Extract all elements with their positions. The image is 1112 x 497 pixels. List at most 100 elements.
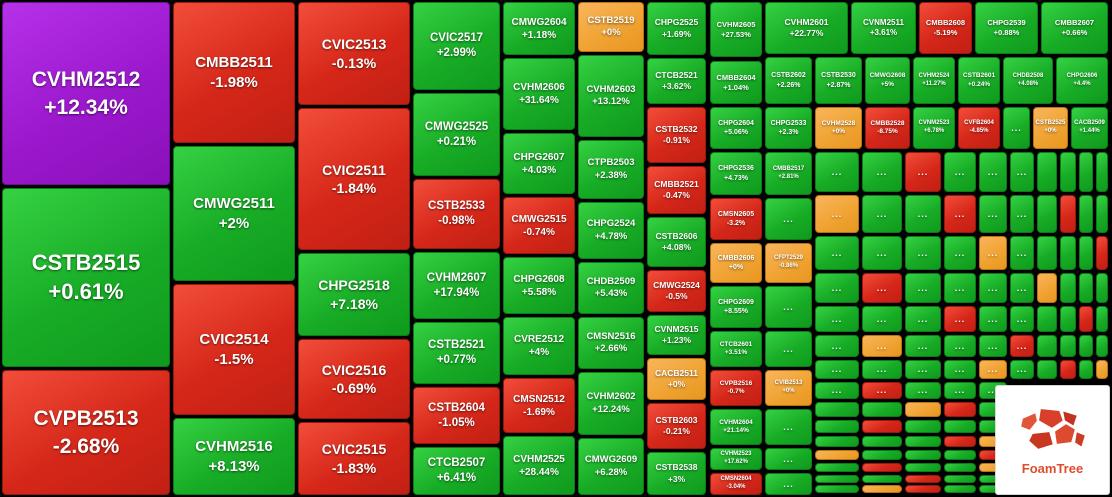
treemap-cell[interactable]: ... <box>944 195 976 233</box>
treemap-cell[interactable] <box>944 402 976 417</box>
treemap-cell[interactable]: CMSN2516 +2.66% <box>578 317 644 369</box>
treemap-cell[interactable]: ... <box>944 273 976 303</box>
treemap-cell[interactable]: CMBB2521 -0.47% <box>647 166 706 214</box>
treemap-cell[interactable]: CVIC2514 -1.5% <box>173 284 295 415</box>
treemap-cell[interactable] <box>1096 306 1108 332</box>
treemap-cell[interactable]: ... <box>765 473 812 495</box>
treemap-cell[interactable]: CTPB2503 +2.38% <box>578 140 644 199</box>
treemap-cell[interactable] <box>944 475 976 483</box>
treemap-cell[interactable]: CMBB2608 -5.19% <box>919 2 972 54</box>
treemap-cell[interactable]: CVHM2602 +12.24% <box>578 372 644 435</box>
treemap-cell[interactable]: CVHM2516 +8.13% <box>173 418 295 495</box>
treemap-cell[interactable]: ... <box>1010 360 1034 379</box>
treemap-cell[interactable]: ... <box>905 273 941 303</box>
treemap-cell[interactable]: CMWG2524 -0.5% <box>647 270 706 312</box>
treemap-cell[interactable] <box>862 463 902 472</box>
treemap-cell[interactable] <box>1037 236 1057 270</box>
treemap-cell[interactable] <box>944 420 976 433</box>
treemap-cell[interactable]: ... <box>944 306 976 332</box>
treemap-cell[interactable] <box>905 450 941 460</box>
treemap-cell[interactable]: CMBB2607 +0.66% <box>1041 2 1108 54</box>
treemap-cell[interactable] <box>1060 335 1076 357</box>
treemap-cell[interactable]: CSTB2533 -0.98% <box>413 179 500 249</box>
treemap-cell[interactable]: ... <box>862 306 902 332</box>
treemap-cell[interactable]: ... <box>765 198 812 240</box>
treemap-cell[interactable] <box>862 402 902 417</box>
treemap-cell[interactable]: ... <box>815 236 859 270</box>
treemap-cell[interactable]: CMWG2609 +6.28% <box>578 438 644 495</box>
treemap-cell[interactable]: CVPB2516 -0.7% <box>710 370 762 406</box>
treemap-cell[interactable]: CVHM2606 +31.64% <box>503 58 575 130</box>
treemap-cell[interactable]: ... <box>862 335 902 357</box>
treemap-cell[interactable] <box>862 450 902 460</box>
treemap-cell[interactable] <box>905 463 941 472</box>
treemap-cell[interactable]: CSTB2521 +0.77% <box>413 322 500 384</box>
treemap-cell[interactable]: CVHM2605 +27.53% <box>710 2 762 57</box>
treemap-cell[interactable] <box>905 402 941 417</box>
treemap-cell[interactable]: CSTB2519 +0% <box>578 2 644 52</box>
treemap-cell[interactable]: ... <box>815 306 859 332</box>
treemap-cell[interactable]: ... <box>1010 236 1034 270</box>
treemap-cell[interactable]: CHPG2604 +5.06% <box>710 107 762 149</box>
treemap-cell[interactable]: CFPT2529 -0.86% <box>765 243 812 283</box>
treemap-cell[interactable]: CVHM2512 +12.34% <box>2 2 170 185</box>
treemap-cell[interactable]: CHPG2525 +1.69% <box>647 2 706 55</box>
treemap-cell[interactable]: CSTB2525 +0% <box>1033 107 1068 149</box>
treemap-cell[interactable]: CVIC2517 +2.99% <box>413 2 500 90</box>
treemap-cell[interactable] <box>905 436 941 447</box>
treemap-cell[interactable]: CVHM2601 +22.77% <box>765 2 848 54</box>
treemap-cell[interactable]: ... <box>905 335 941 357</box>
treemap-cell[interactable]: ... <box>765 448 812 470</box>
treemap-cell[interactable]: CMBB2511 -1.98% <box>173 2 295 143</box>
treemap-cell[interactable] <box>1037 195 1057 233</box>
treemap-cell[interactable]: ... <box>979 195 1007 233</box>
treemap-cell[interactable]: ... <box>815 152 859 192</box>
treemap-cell[interactable] <box>815 463 859 472</box>
treemap-cell[interactable] <box>862 485 902 493</box>
treemap-cell[interactable]: ... <box>862 152 902 192</box>
treemap-cell[interactable]: ... <box>862 273 902 303</box>
treemap-cell[interactable] <box>944 450 976 460</box>
treemap-cell[interactable]: CVPB2513 -2.68% <box>2 370 170 495</box>
treemap-cell[interactable]: ... <box>905 152 941 192</box>
treemap-cell[interactable]: ... <box>944 335 976 357</box>
treemap-cell[interactable] <box>1096 273 1108 303</box>
treemap-cell[interactable] <box>1096 152 1108 192</box>
treemap-cell[interactable] <box>1060 273 1076 303</box>
treemap-cell[interactable] <box>1096 360 1108 379</box>
treemap-cell[interactable]: CVNM2515 +1.23% <box>647 315 706 355</box>
treemap-cell[interactable] <box>815 402 859 417</box>
treemap-cell[interactable]: CVHM2607 +17.94% <box>413 252 500 319</box>
treemap-cell[interactable]: ... <box>905 382 941 399</box>
treemap-cell[interactable] <box>944 485 976 493</box>
treemap-cell[interactable]: ... <box>1003 107 1030 149</box>
treemap-cell[interactable]: CVHM2603 +13.12% <box>578 55 644 137</box>
treemap-cell[interactable]: CHPG2608 +5.58% <box>503 257 575 314</box>
treemap-cell[interactable]: ... <box>905 306 941 332</box>
treemap-cell[interactable] <box>1079 360 1093 379</box>
treemap-cell[interactable] <box>905 475 941 483</box>
treemap-cell[interactable]: ... <box>979 273 1007 303</box>
treemap-cell[interactable]: CMWG2515 -0.74% <box>503 197 575 254</box>
treemap-cell[interactable]: CMWG2511 +2% <box>173 146 295 281</box>
treemap-cell[interactable]: ... <box>905 195 941 233</box>
treemap-cell[interactable]: CHPG2533 +2.3% <box>765 107 812 149</box>
treemap-cell[interactable] <box>862 436 902 447</box>
treemap-cell[interactable] <box>1079 306 1093 332</box>
treemap-cell[interactable]: ... <box>944 360 976 379</box>
treemap-cell[interactable]: ... <box>815 335 859 357</box>
treemap-cell[interactable] <box>905 485 941 493</box>
treemap-cell[interactable]: CMWG2608 +5% <box>865 57 910 104</box>
treemap-cell[interactable]: CTCB2521 +3.62% <box>647 58 706 104</box>
treemap-cell[interactable] <box>815 420 859 433</box>
treemap-cell[interactable]: CMSN2605 -3.2% <box>710 198 762 240</box>
treemap-cell[interactable]: CVIC2516 -0.69% <box>298 339 410 419</box>
treemap-cell[interactable] <box>862 420 902 433</box>
treemap-cell[interactable]: CVIB2513 +0% <box>765 370 812 406</box>
treemap-cell[interactable]: ... <box>815 382 859 399</box>
treemap-cell[interactable]: CVIC2511 -1.84% <box>298 108 410 250</box>
treemap-cell[interactable]: ... <box>979 236 1007 270</box>
treemap-cell[interactable] <box>905 420 941 433</box>
treemap-cell[interactable]: CVRE2512 +4% <box>503 317 575 375</box>
treemap-cell[interactable] <box>1037 335 1057 357</box>
